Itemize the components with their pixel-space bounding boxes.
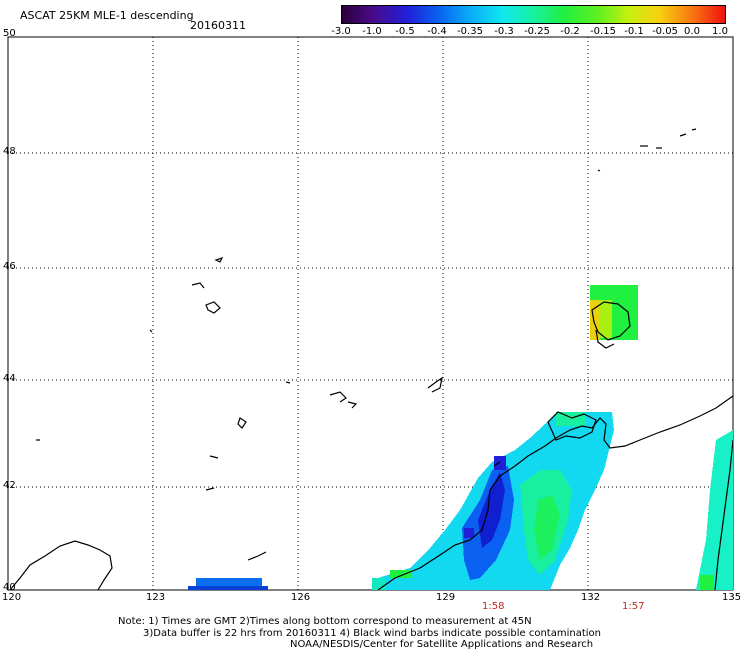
colorbar-tick-label: -0.1 [624,26,644,37]
colorbar-tick-label: -3.0 [331,26,351,37]
colorbar-tick-label: -0.35 [457,26,483,37]
island-7 [237,417,247,429]
coastline-west [9,540,113,591]
lon-label: 135 [722,592,740,603]
island-18 [597,169,601,172]
lat-label: 44 [3,373,16,384]
island-1 [205,301,221,314]
island-8 [209,455,219,459]
island-2 [191,282,205,289]
colorbar-tick-label: 0.0 [684,26,700,37]
graticule [8,37,733,590]
island-9 [205,487,215,491]
colorbar-tick-label: -0.4 [427,26,447,37]
wind-patch-bottom-darkblue [188,586,268,590]
footnote-line-2: 3)Data buffer is 22 hrs from 20160311 4)… [143,628,601,639]
colorbar-tick-label: -0.5 [395,26,415,37]
colorbar-tick-label: -0.25 [524,26,550,37]
colorbar-tick-label: -1.0 [362,26,382,37]
island-11 [149,329,153,333]
island-16 [679,133,687,137]
island-12 [285,381,291,384]
colorbar-tick-label: -0.3 [494,26,514,37]
wind-patch-lake-yellowgreen [600,300,612,338]
lon-label: 129 [436,592,456,603]
colorbar-tick-labels: -3.0 -1.0 -0.5 -0.4 -0.35 -0.3 -0.25 -0.… [0,0,740,40]
wind-patch-small-green [390,570,412,578]
lat-label: 48 [3,146,16,157]
wind-patch-east-green [700,575,714,590]
colorbar [341,5,726,24]
island-3 [214,256,224,263]
wind-patch-corner [372,578,386,590]
wind-field [188,285,733,590]
footnote-line-1: Note: 1) Times are GMT 2)Times along bot… [118,616,532,627]
coastline-lake [591,301,631,341]
wind-patch-dark-blue [478,472,505,548]
lon-label: 132 [581,592,601,603]
pass-time: 1:58 [482,601,505,612]
wind-patch-top-green [556,412,586,426]
coastlines [9,128,734,591]
wind-patch-indigo-2 [464,528,474,538]
colorbar-tick-label: -0.15 [590,26,616,37]
island-5 [427,376,443,393]
lon-label: 123 [146,592,166,603]
lat-label: 42 [3,480,16,491]
lat-label: 50 [3,28,16,39]
coastline-bay [547,411,597,441]
product-title: ASCAT 25KM MLE-1 descending [20,9,194,22]
lat-label: 46 [3,261,16,272]
wind-patch-lake-yellow [590,300,600,340]
wind-swath-east [696,430,733,590]
lat-label: 40 [3,582,16,593]
lon-label: 126 [291,592,311,603]
footnote-line-3: NOAA/NESDIS/Center for Satellite Applica… [290,639,594,650]
island-4 [329,391,347,403]
wind-patch-bright-green [534,495,560,560]
pass-time: 1:57 [622,601,645,612]
wind-patch-indigo [494,456,506,470]
island-17 [691,128,697,131]
island-6 [347,401,358,409]
coast-spur [493,461,501,467]
coastline-east [714,439,734,591]
colorbar-tick-label: -0.2 [560,26,580,37]
coastline-lake-south [595,329,615,349]
coastline-main [377,395,734,591]
product-date: 20160311 [190,19,246,32]
colorbar-tick-label: -0.05 [652,26,678,37]
colorbar-gradient [342,6,725,23]
island-10 [247,551,267,561]
map-frame [7,36,734,591]
colorbar-tick-label: 1.0 [712,26,728,37]
lon-label: 120 [2,592,22,603]
